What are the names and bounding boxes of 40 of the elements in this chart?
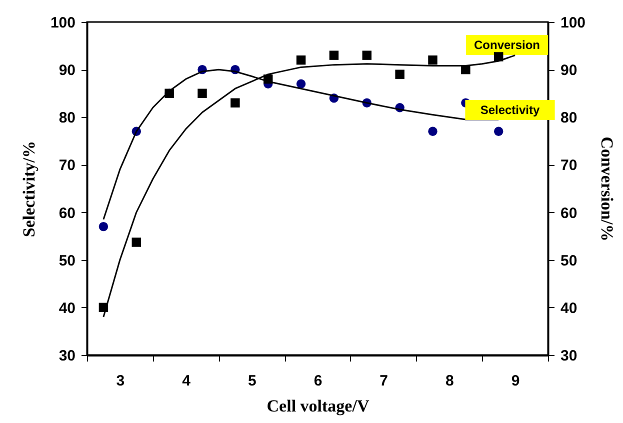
annotation: Selectivity	[480, 103, 540, 117]
y-tick-label: 40	[58, 300, 76, 317]
y-axis-title: Selectivity/%	[19, 140, 38, 238]
x-tick-label: 7	[380, 372, 388, 390]
y-tick-label: 90	[58, 62, 76, 80]
point	[428, 55, 438, 65]
point	[296, 55, 306, 65]
x-tick-label: 5	[248, 372, 256, 390]
annotation: Conversion	[474, 38, 540, 52]
x-tick-label: 6	[314, 372, 322, 390]
y2-tick-label: 100	[560, 14, 586, 32]
y-tick-label: 30	[58, 348, 76, 364]
y-tick-label: 60	[58, 204, 76, 222]
point	[395, 70, 404, 79]
y-tick-label: 100	[50, 14, 76, 32]
y-tick-label: 70	[58, 157, 76, 174]
y2-tick-label: 80	[560, 110, 578, 127]
x-tick-label: 3	[116, 372, 125, 390]
point	[296, 79, 306, 88]
y2-tick-label: 30	[560, 348, 578, 364]
y2-tick-label: 70	[560, 157, 578, 174]
point	[362, 50, 372, 60]
y2-tick-label: 90	[560, 62, 578, 80]
point	[494, 126, 504, 136]
x-tick-label: 8	[446, 372, 454, 390]
y2-axis-title: Conversion/%	[598, 136, 617, 242]
y2-tick-label: 50	[560, 252, 578, 270]
point	[230, 98, 240, 108]
y2-tick-label: 40	[560, 300, 578, 317]
point	[198, 88, 207, 98]
y-tick-label: 80	[58, 110, 76, 127]
point	[98, 222, 108, 232]
point	[428, 126, 438, 136]
x-axis-title: Cell voltage/V	[266, 396, 370, 416]
x-tick-label: 4	[182, 372, 192, 390]
point	[329, 50, 339, 60]
point	[132, 238, 142, 247]
y-tick-label: 50	[58, 252, 76, 270]
x-tick-label: 9	[511, 372, 520, 390]
y2-tick-label: 60	[560, 204, 578, 222]
